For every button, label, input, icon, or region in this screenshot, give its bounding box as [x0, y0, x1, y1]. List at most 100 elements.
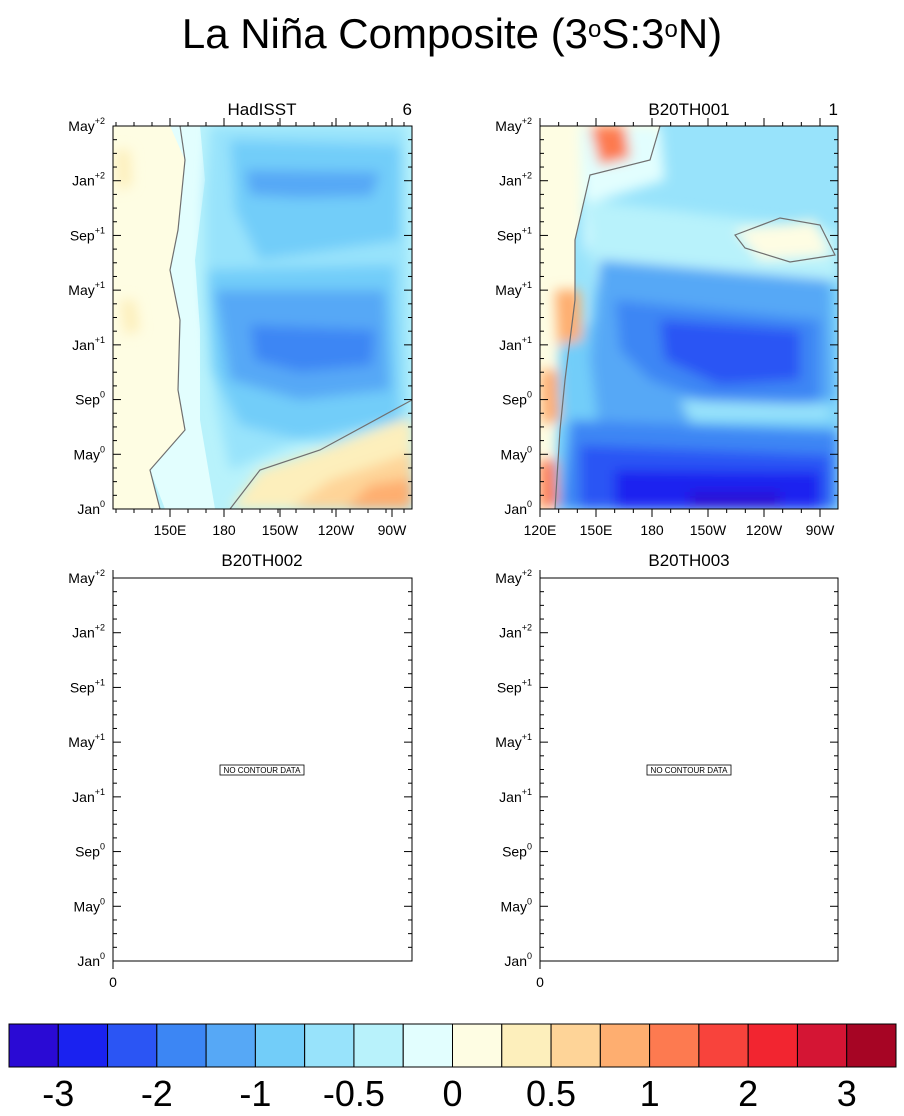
colorbar-swatch: [156, 1023, 207, 1068]
y-tick-label: Sep+1: [497, 677, 532, 695]
y-tick-year: +2: [522, 623, 532, 633]
colorbar-label: 0.5: [526, 1073, 576, 1114]
x-tick-label: 150W: [262, 522, 299, 538]
colorbar-label: -0.5: [323, 1073, 385, 1114]
y-tick-month: May: [74, 898, 100, 914]
colorbar: -3 -2 -1 -0.5 0 0.5 1 2 3: [8, 1023, 897, 1114]
colorbar-swatch: [8, 1023, 59, 1068]
y-tick-month: Sep: [75, 392, 100, 408]
colorbar-label: 2: [738, 1073, 758, 1114]
y-tick-label: May+2: [68, 116, 105, 134]
panel-count-b20th001: 1: [829, 100, 838, 119]
y-tick-year: 0: [527, 951, 532, 961]
title-degree-2: o: [664, 16, 678, 43]
figure-title: La Niña Composite (3oS:3oN): [0, 8, 904, 60]
colorbar-swatch: [846, 1023, 897, 1068]
x-axis-b20th003: 0: [536, 570, 544, 990]
y-tick-label: May+2: [495, 568, 532, 586]
y-tick-year: +1: [522, 280, 532, 290]
y-tick-month: Sep: [70, 679, 95, 695]
colorbar-label: 0: [442, 1073, 462, 1114]
colorbar-swatch: [649, 1023, 700, 1068]
colorbar-swatch: [550, 1023, 601, 1068]
y-tick-month: May: [68, 118, 94, 134]
x-tick-label: 0: [536, 974, 544, 990]
y-tick-label: Sep0: [502, 390, 532, 408]
colorbar-swatch: [205, 1023, 256, 1068]
y-tick-label: Jan+1: [72, 787, 105, 805]
y-tick-month: Jan: [77, 501, 100, 517]
panel-title-hadisst: HadISST: [228, 100, 297, 119]
y-tick-month: Jan: [72, 625, 95, 641]
y-tick-label: May+2: [495, 116, 532, 134]
y-tick-label: Sep0: [75, 390, 105, 408]
y-tick-label: Sep+1: [70, 225, 105, 243]
y-tick-year: 0: [100, 842, 105, 852]
title-suffix: N): [677, 10, 723, 57]
y-tick-label: Sep0: [502, 842, 532, 860]
y-tick-year: +1: [95, 335, 105, 345]
y-tick-month: Jan: [72, 337, 95, 353]
y-tick-year: +2: [522, 116, 532, 126]
colorbar-swatch: [254, 1023, 306, 1068]
y-tick-year: +1: [522, 677, 532, 687]
y-tick-label: Sep+1: [497, 225, 532, 243]
no-data-message-b20th003: NO CONTOUR DATA: [651, 766, 729, 775]
y-tick-year: 0: [527, 390, 532, 400]
y-tick-year: 0: [527, 842, 532, 852]
y-tick-label: May+1: [495, 732, 532, 750]
panel-count-hadisst: 6: [403, 100, 412, 119]
y-tick-label: Jan+2: [72, 623, 105, 641]
y-tick-month: May: [501, 898, 527, 914]
panel-title-b20th002: B20TH002: [221, 551, 302, 570]
y-tick-year: +1: [95, 225, 105, 235]
y-tick-month: May: [501, 446, 527, 462]
no-data-box-b20th003: [646, 764, 732, 776]
y-tick-month: Jan: [72, 789, 95, 805]
x-tick-label: 150E: [580, 522, 613, 538]
panel-hadisst: 150E 180 150W 120W 90W May+2Jan+2Sep+1May+1J…: [68, 100, 413, 538]
y-tick-year: +1: [522, 787, 532, 797]
x-tick-label: 180: [640, 522, 664, 538]
heatmap-field-hadisst: [113, 126, 412, 509]
colorbar-label: -3: [42, 1073, 74, 1114]
colorbar-label: -1: [239, 1073, 271, 1114]
colorbar-label: 1: [640, 1073, 660, 1114]
y-tick-label: May0: [74, 896, 105, 914]
colorbar-swatch: [747, 1023, 798, 1068]
y-tick-month: May: [74, 446, 100, 462]
y-tick-year: +1: [95, 787, 105, 797]
y-tick-year: 0: [527, 444, 532, 454]
y-tick-label: May0: [501, 896, 532, 914]
y-tick-label: May+2: [68, 568, 105, 586]
panel-title-b20th001: B20TH001: [648, 100, 729, 119]
y-tick-month: Jan: [499, 337, 522, 353]
x-tick-label: 120E: [524, 522, 557, 538]
y-tick-month: Sep: [497, 679, 522, 695]
y-tick-month: Jan: [499, 625, 522, 641]
colorbar-swatch: [599, 1023, 651, 1068]
y-tick-month: Sep: [497, 227, 522, 243]
y-tick-year: +1: [95, 732, 105, 742]
y-tick-year: +1: [522, 732, 532, 742]
title-prefix: La Niña Composite (3: [181, 10, 589, 57]
y-tick-year: 0: [100, 951, 105, 961]
x-axis-hadisst: 150E 180 150W 120W 90W: [115, 118, 407, 538]
y-tick-month: May: [495, 734, 521, 750]
colorbar-swatch: [402, 1023, 454, 1068]
y-tick-month: May: [68, 282, 94, 298]
y-tick-year: +1: [522, 335, 532, 345]
y-tick-label: Jan+1: [72, 335, 105, 353]
y-tick-year: 0: [527, 499, 532, 509]
y-tick-label: Jan0: [504, 951, 532, 969]
colorbar-label: -2: [141, 1073, 173, 1114]
colorbar-swatch: [796, 1023, 848, 1068]
y-tick-year: +1: [522, 225, 532, 235]
panel-b20th003: 0 May+2Jan+2Sep+1May+1Jan+1Sep0May0Jan0 …: [495, 551, 839, 990]
y-tick-month: May: [68, 570, 94, 586]
zero-contour-hadisst: [149, 126, 412, 509]
y-tick-label: Jan+1: [499, 335, 532, 353]
